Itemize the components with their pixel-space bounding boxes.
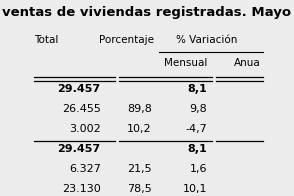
Text: 78,5: 78,5 — [127, 184, 152, 194]
Text: 6.327: 6.327 — [69, 164, 101, 174]
Text: 9,8: 9,8 — [189, 104, 207, 114]
Text: 29.457: 29.457 — [58, 84, 101, 94]
Text: % Variación: % Variación — [176, 35, 238, 45]
Text: 8,1: 8,1 — [187, 144, 207, 154]
Text: 10,2: 10,2 — [127, 124, 152, 134]
Text: Anua: Anua — [234, 58, 260, 68]
Text: 29.457: 29.457 — [58, 144, 101, 154]
Text: -4,7: -4,7 — [186, 124, 207, 134]
Text: ventas de viviendas registradas. Mayo: ventas de viviendas registradas. Mayo — [2, 6, 292, 19]
Text: Porcentaje: Porcentaje — [99, 35, 154, 45]
Text: 89,8: 89,8 — [127, 104, 152, 114]
Text: 10,1: 10,1 — [183, 184, 207, 194]
Text: 21,5: 21,5 — [127, 164, 152, 174]
Text: Total: Total — [34, 35, 58, 45]
Text: Mensual: Mensual — [164, 58, 207, 68]
Text: 1,6: 1,6 — [190, 164, 207, 174]
Text: 23.130: 23.130 — [62, 184, 101, 194]
Text: 3.002: 3.002 — [69, 124, 101, 134]
Text: 8,1: 8,1 — [187, 84, 207, 94]
Text: 26.455: 26.455 — [62, 104, 101, 114]
